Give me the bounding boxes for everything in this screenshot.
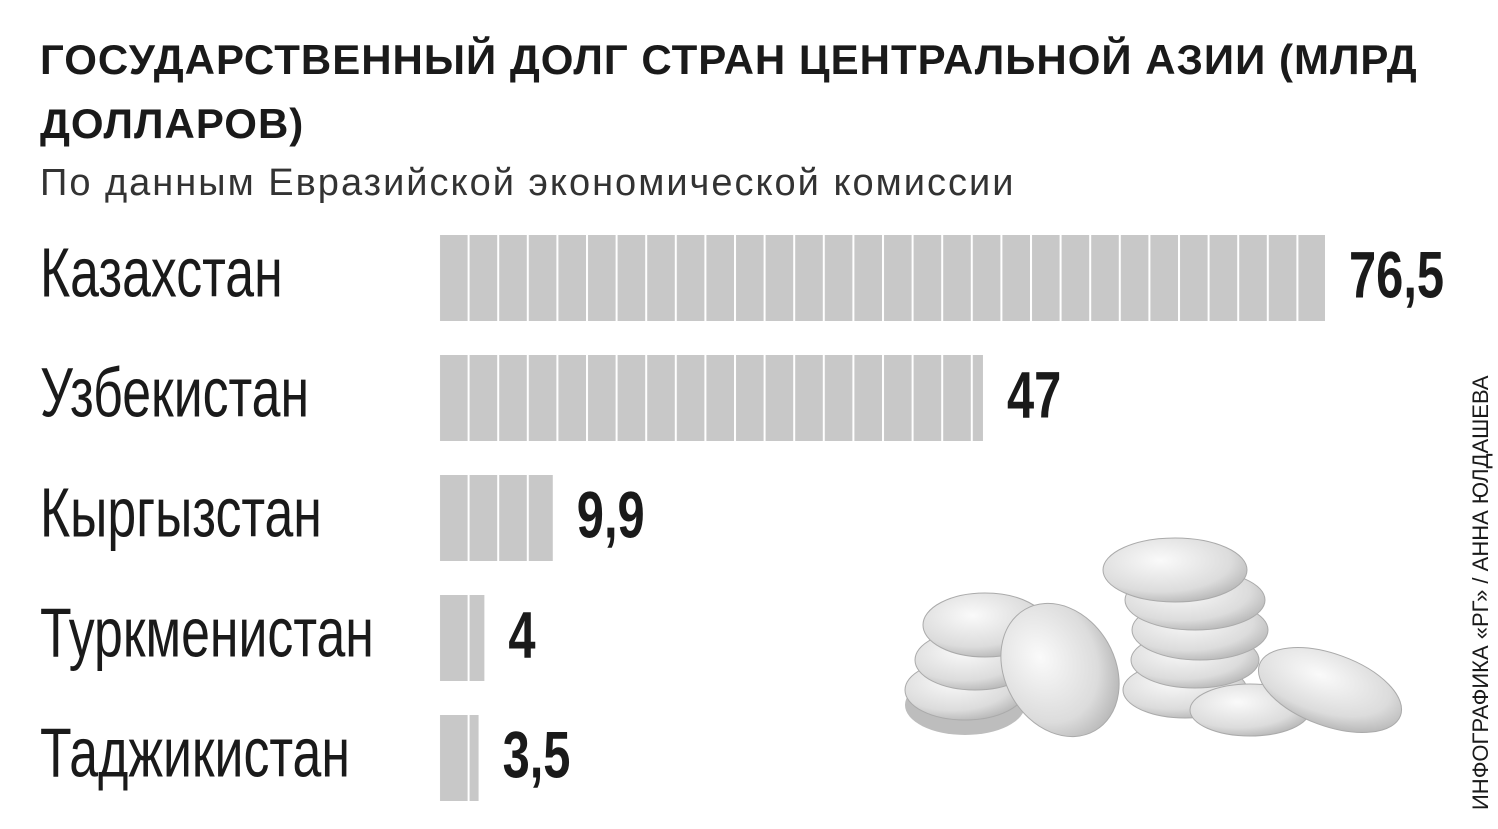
chart-subtitle: По данным Евразийской экономической коми… [40, 162, 1016, 204]
value-label: 3,5 [503, 718, 571, 792]
value-label-group: 47 [1007, 358, 1061, 432]
chart-title: ГОСУДАРСТВЕННЫЙ ДОЛГ СТРАН ЦЕНТРАЛЬНОЙ А… [40, 36, 1418, 147]
coins-illustration [904, 537, 1403, 738]
value-label-group: 4 [508, 598, 535, 672]
value-label: 76,5 [1349, 238, 1444, 312]
value-label: 9,9 [577, 478, 645, 552]
category-label: Таджикистан [40, 714, 350, 792]
bar [438, 595, 485, 681]
category-label-group: Казахстан [40, 234, 283, 312]
category-label-group: Узбекистан [40, 354, 309, 432]
category-label: Туркменистан [40, 594, 374, 672]
bar [438, 715, 479, 801]
value-label-group: 3,5 [503, 718, 571, 792]
category-label-group: Таджикистан [40, 714, 350, 792]
value-label: 47 [1007, 358, 1061, 432]
category-label-group: Туркменистан [40, 594, 374, 672]
category-label: Казахстан [40, 234, 283, 312]
category-label: Кыргызстан [40, 474, 322, 552]
value-label-group: 76,5 [1349, 238, 1444, 312]
bar [438, 355, 983, 441]
bar [438, 235, 1325, 321]
category-label: Узбекистан [40, 354, 309, 432]
value-label-group: 9,9 [577, 478, 645, 552]
credit: ИНФОГРАФИКА «РГ» / АННА ЮЛДАШЕВА [1468, 375, 1493, 810]
category-label-group: Кыргызстан [40, 474, 322, 552]
bar [438, 475, 553, 561]
value-label: 4 [508, 598, 535, 672]
